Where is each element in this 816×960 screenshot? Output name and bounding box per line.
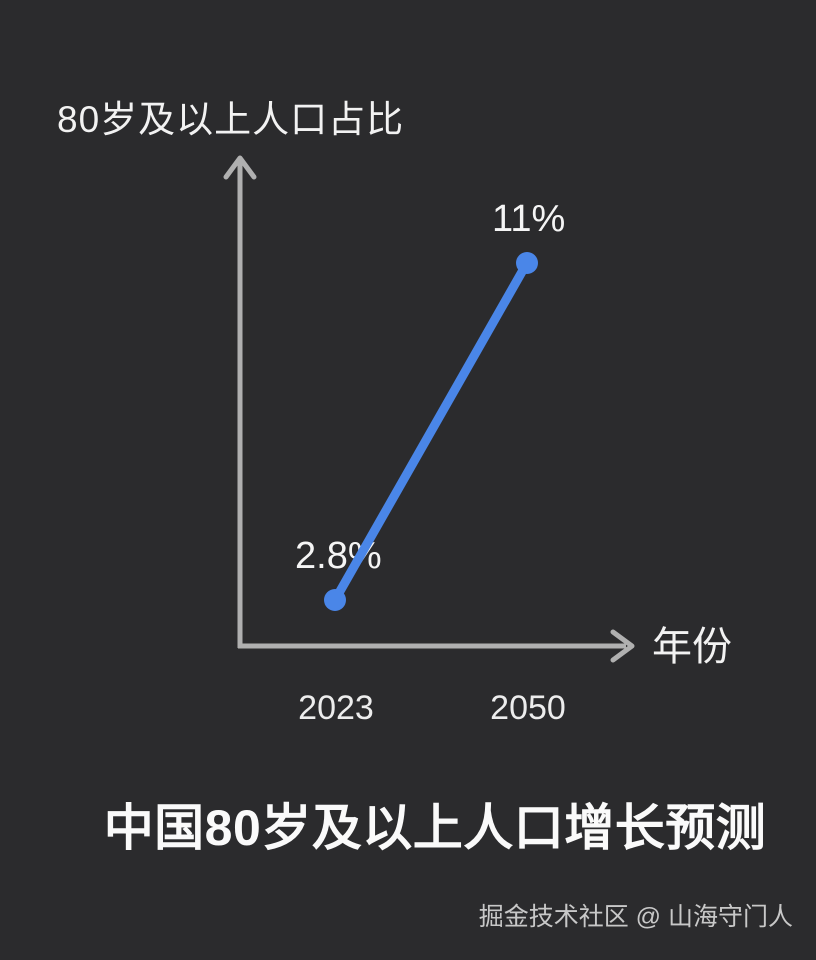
x-tick-2023: 2023 (298, 689, 374, 727)
data-label-2023: 2.8% (295, 535, 382, 577)
watermark: 掘金技术社区 @ 山海守门人 (478, 903, 793, 931)
data-point-2050 (516, 252, 538, 274)
y-axis-title: 80岁及以上人口占比 (57, 99, 405, 140)
chart-title: 中国80岁及以上人口增长预测 (103, 800, 767, 856)
y-axis (223, 155, 257, 648)
y-axis-arrow-icon (223, 155, 257, 180)
x-axis-arrow-icon (610, 629, 635, 663)
x-axis-title: 年份 (652, 625, 732, 669)
data-point-2023 (324, 589, 346, 611)
x-axis (238, 629, 635, 663)
data-label-2050: 11% (492, 198, 566, 240)
x-tick-2050: 2050 (490, 689, 566, 727)
